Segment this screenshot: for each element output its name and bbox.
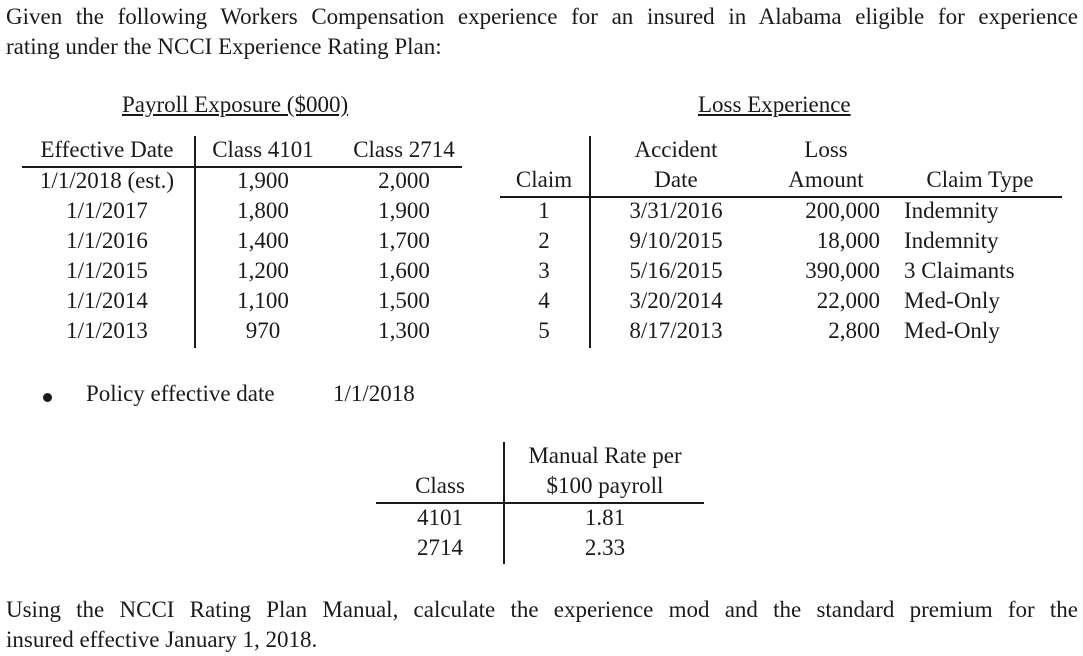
bullet-icon [43,393,52,402]
table-row-claim: 2 [538,228,550,253]
table-row-claim-type: 3 Claimants [904,258,1015,283]
table-row-accident-date: 3/20/2014 [629,288,723,313]
table-row-loss-amount: 22,000 [816,288,880,313]
loss-header-claim: Claim [515,167,573,192]
loss-header-type: Claim Type [926,167,1034,192]
payroll-divider [194,136,196,348]
payroll-header-date: Effective Date [40,137,174,162]
rates-divider [503,442,505,564]
table-row-4101: 1,400 [237,228,289,253]
table-row-loss-amount: 2,800 [828,318,880,343]
loss-title: Loss Experience [698,92,851,117]
table-row-date: 1/1/2017 [66,198,148,223]
table-row-claim-type: Indemnity [904,228,999,253]
table-row-date: 1/1/2013 [66,318,148,343]
loss-divider [589,136,591,348]
table-row-rate: 1.81 [584,505,626,530]
loss-header-loss-top: Loss [804,137,848,162]
table-row-claim: 3 [538,258,550,283]
rates-header-class: Class [415,473,465,498]
table-row-claim: 5 [538,318,550,343]
table-row-date: 1/1/2018 (est.) [39,168,175,193]
policy-value: 1/1/2018 [333,381,415,406]
table-row-loss-amount: 200,000 [805,198,880,223]
payroll-title: Payroll Exposure ($000) [122,92,349,117]
intro-paragraph: Given the following Workers Compensation… [6,2,1078,62]
table-row-2714: 1,500 [378,288,430,313]
intro-line-2: rating under the NCCI Experience Rating … [6,34,442,59]
table-row-claim-type: Med-Only [904,318,1000,343]
table-row-claim: 4 [538,288,550,313]
payroll-header-rule [22,166,462,168]
table-row-4101: 1,900 [237,168,289,193]
table-row-claim: 1 [538,198,550,223]
table-row-2714: 1,600 [378,258,430,283]
table-row-4101: 1,100 [237,288,289,313]
payroll-header-2714: Class 2714 [353,137,455,162]
table-row-4101: 1,200 [237,258,289,283]
loss-header-accident-bottom: Date [654,167,698,192]
loss-header-loss-bottom: Amount [788,167,864,192]
table-row-rate: 2.33 [584,535,626,560]
loss-header-accident-top: Accident [634,137,718,162]
table-row-2714: 2,000 [378,168,430,193]
rates-header-rate-top: Manual Rate per [528,443,682,468]
payroll-header-4101: Class 4101 [212,137,314,162]
table-row-2714: 1,300 [378,318,430,343]
outro-line-1: Using the NCCI Rating Plan Manual, calcu… [6,597,1078,622]
intro-line-1: Given the following Workers Compensation… [6,4,1078,29]
table-row-accident-date: 9/10/2015 [629,228,723,253]
outro-paragraph: Using the NCCI Rating Plan Manual, calcu… [6,595,1078,655]
table-row-date: 1/1/2015 [66,258,148,283]
table-row-loss-amount: 390,000 [805,258,880,283]
table-row-accident-date: 8/17/2013 [629,318,723,343]
outro-line-2: insured effective January 1, 2018. [6,627,318,652]
table-row-accident-date: 3/31/2016 [629,198,723,223]
table-row-4101: 970 [245,318,281,343]
table-row-date: 1/1/2016 [66,228,148,253]
table-row-accident-date: 5/16/2015 [629,258,723,283]
table-row-date: 1/1/2014 [66,288,148,313]
loss-header-rule [500,196,1062,198]
policy-label: Policy effective date [86,381,275,406]
table-row-claim-type: Med-Only [904,288,1000,313]
table-row-2714: 1,900 [378,198,430,223]
rates-header-rule [376,502,704,504]
rates-header-rate-bottom: $100 payroll [546,473,664,498]
table-row-class: 2714 [417,535,463,560]
table-row-class: 4101 [417,505,463,530]
table-row-4101: 1,800 [237,198,289,223]
table-row-loss-amount: 18,000 [816,228,880,253]
table-row-claim-type: Indemnity [904,198,999,223]
table-row-2714: 1,700 [378,228,430,253]
